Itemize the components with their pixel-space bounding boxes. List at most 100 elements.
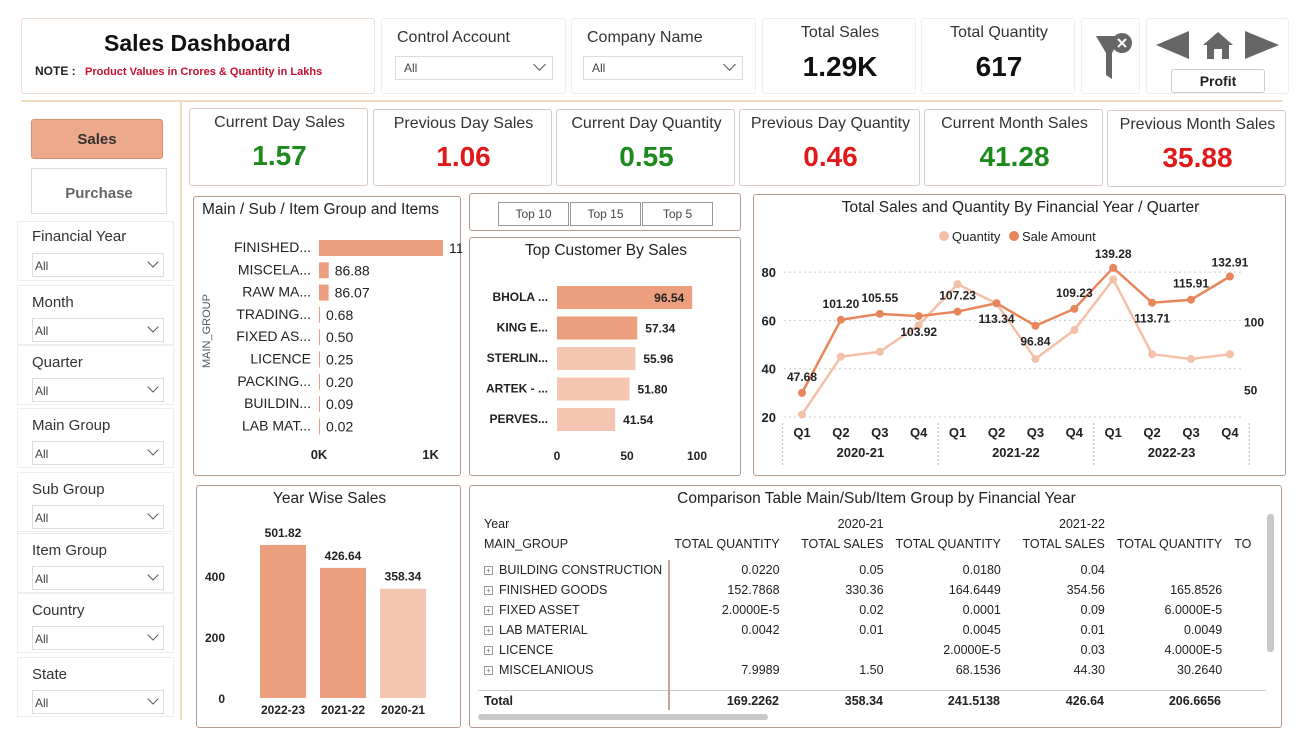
slicer-value: All	[35, 511, 49, 525]
home-icon[interactable]	[1203, 32, 1233, 59]
quantity-point	[875, 347, 884, 356]
top-10-button[interactable]: Top 10	[498, 202, 569, 226]
chevron-down-icon	[147, 444, 159, 456]
column-header[interactable]: TO	[1234, 537, 1252, 551]
slicer-dropdown[interactable]: All	[32, 441, 164, 465]
expand-icon[interactable]: +	[484, 606, 493, 616]
chart-title: Year Wise Sales	[272, 490, 387, 507]
spacer	[1228, 514, 1266, 534]
table-cell: 0.01	[1080, 623, 1105, 637]
chevron-down-icon	[147, 508, 159, 520]
data-label: 57.34	[645, 322, 675, 336]
kpi-label: Current Day Sales	[214, 114, 345, 131]
row-label[interactable]: + LAB MATERIAL	[478, 620, 668, 640]
year-label: 2020-21	[836, 445, 884, 460]
table-row[interactable]: + LAB MATERIAL 0.0042 0.01 0.0045 0.01 0.0049	[478, 620, 1266, 640]
total-sales-card: Total Sales 1.29K	[762, 18, 916, 94]
expand-icon[interactable]: +	[484, 626, 493, 636]
row-label[interactable]: + FIXED ASSET	[478, 600, 668, 620]
x-tick-label: Q3	[1027, 425, 1044, 440]
bar	[557, 377, 630, 401]
company-name-dropdown[interactable]: All	[583, 56, 743, 80]
sales-point	[836, 315, 845, 324]
row-label[interactable]: + FINISHED GOODS	[478, 580, 668, 600]
total-cell: 241.5138	[947, 694, 1000, 708]
column-header[interactable]: TOTAL QUANTITY	[674, 537, 780, 551]
slicer-dropdown[interactable]: All	[32, 690, 164, 714]
table-cell	[1111, 560, 1228, 580]
row-label-text: MISCELANIOUS	[499, 663, 594, 677]
table-cell: 0.0001	[962, 603, 1001, 617]
bar	[319, 351, 320, 368]
row-label[interactable]: + BUILDING CONSTRUCTION	[478, 560, 668, 580]
sales-button[interactable]: Sales	[31, 119, 163, 159]
table-cell: 0.0045	[962, 623, 1001, 637]
column-header[interactable]: TOTAL QUANTITY	[1116, 537, 1223, 551]
category-label: BHOLA ...	[492, 290, 548, 304]
row-label-text: FINISHED GOODS	[499, 583, 608, 597]
row-label[interactable]: + MISCELANIOUS	[478, 660, 668, 680]
y2-tick-label: 50	[1244, 384, 1258, 398]
slicer-dropdown[interactable]: All	[32, 626, 164, 650]
vertical-scrollbar[interactable]	[1267, 514, 1274, 652]
top-5-button[interactable]: Top 5	[642, 202, 713, 226]
top-n-buttons-card: Top 10 Top 15 Top 5	[469, 193, 741, 231]
slicer-dropdown[interactable]: All	[32, 505, 164, 529]
sales-point	[1070, 304, 1079, 313]
kpi-current-day-sales: Current Day Sales 1.57	[189, 108, 368, 186]
quantity-point	[1070, 326, 1079, 335]
purchase-button[interactable]: Purchase	[31, 168, 167, 214]
data-label: 86.07	[335, 285, 370, 301]
table-cell: 165.8526	[1170, 583, 1223, 597]
horizontal-scrollbar[interactable]	[478, 714, 768, 720]
profit-button[interactable]: Profit	[1171, 69, 1265, 93]
series-line-sales	[800, 266, 1231, 394]
table-row[interactable]: + LICENCE 2.0000E-5 0.03 4.0000E-5	[478, 640, 1266, 660]
control-account-value: All	[404, 61, 418, 75]
expand-icon[interactable]: +	[484, 666, 493, 676]
back-arrow-icon[interactable]	[1156, 31, 1189, 59]
slicer-dropdown[interactable]: All	[32, 378, 164, 402]
data-label: 103.92	[900, 325, 937, 339]
category-label: TRADING...	[236, 306, 311, 322]
table-row[interactable]: + MISCELANIOUS 7.9989 1.50 68.1536 44.30 30.26…	[478, 660, 1266, 680]
table-cell	[1228, 620, 1266, 640]
clear-filters-button[interactable]	[1081, 18, 1140, 94]
slicer-dropdown[interactable]: All	[32, 566, 164, 590]
clear-filter-icon	[1096, 33, 1132, 79]
slicer-value: All	[35, 324, 49, 338]
tick-label: 1K	[422, 447, 439, 462]
column-header[interactable]: TOTAL QUANTITY	[895, 537, 1001, 551]
expand-icon[interactable]: +	[484, 566, 493, 576]
legend-label: Sale Amount	[1022, 229, 1096, 244]
bar	[260, 544, 306, 698]
category-label: 2020-21	[381, 703, 425, 717]
total-cell: 169.2262	[726, 694, 779, 708]
table-row[interactable]: + BUILDING CONSTRUCTION 0.0220 0.05 0.0180 0.…	[478, 560, 1266, 580]
slicer-quarter: Quarter All	[17, 345, 174, 405]
slicer-dropdown[interactable]: All	[32, 318, 164, 342]
expand-icon[interactable]: +	[484, 646, 493, 656]
column-header[interactable]: TOTAL SALES	[1022, 537, 1105, 551]
row-header[interactable]: MAIN_GROUP	[484, 537, 569, 551]
slicer-financial-year: Financial Year All	[17, 221, 174, 281]
row-label[interactable]: + LICENCE	[478, 640, 668, 660]
kpi-label: Previous Month Sales	[1119, 116, 1276, 133]
spacer	[1111, 514, 1228, 534]
top-15-button[interactable]: Top 15	[570, 202, 641, 226]
slicer-dropdown[interactable]: All	[32, 253, 164, 277]
column-header[interactable]: TOTAL SALES	[801, 537, 884, 551]
table-row[interactable]: + FIXED ASSET 2.0000E-5 0.02 0.0001 0.09 6.000…	[478, 600, 1266, 620]
expand-icon[interactable]: +	[484, 586, 493, 596]
forward-arrow-icon[interactable]	[1245, 31, 1279, 59]
quantity-point	[1225, 350, 1234, 359]
control-account-dropdown[interactable]: All	[395, 56, 553, 80]
table-cell: 30.2640	[1177, 663, 1223, 677]
chart-title: Comparison Table Main/Sub/Item Group by …	[677, 490, 1076, 507]
table-column-header: MAIN_GROUP TOTAL QUANTITY TOTAL SALES TO…	[478, 534, 1266, 554]
top-customer-chart-card: Top Customer By Sales BHOLA ... 96.54 KING…	[469, 237, 741, 476]
category-label: PACKING...	[237, 373, 311, 389]
kpi-previous-day-quantity: Previous Day Quantity 0.46	[739, 109, 920, 186]
sales-point	[953, 307, 962, 316]
table-row[interactable]: + FINISHED GOODS 152.7868 330.36 164.6449 354…	[478, 580, 1266, 600]
